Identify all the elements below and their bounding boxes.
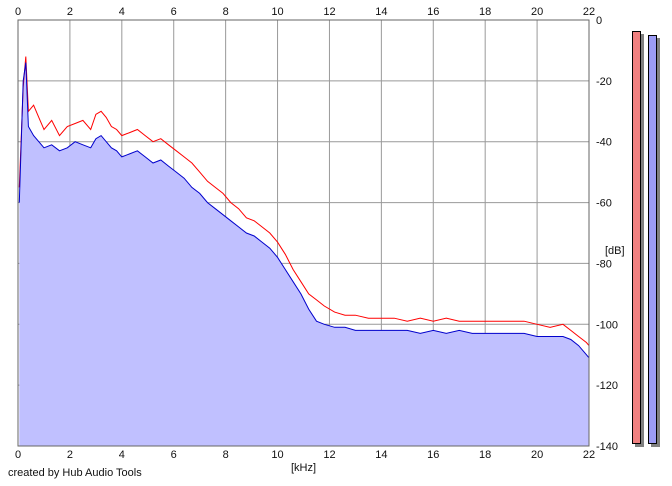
y-tick-label: -20	[596, 76, 612, 88]
x-tick-label-top: 10	[271, 6, 283, 18]
x-tick-label-bottom: 14	[375, 449, 387, 461]
x-tick-label-top: 14	[375, 6, 387, 18]
x-tick-label-bottom: 2	[67, 449, 73, 461]
y-axis-label: [dB]	[605, 245, 625, 257]
x-tick-label-top: 4	[119, 6, 125, 18]
spectrum-fill-area	[19, 62, 590, 446]
x-tick-label-top: 18	[479, 6, 491, 18]
x-tick-label-bottom: 22	[583, 449, 595, 461]
x-tick-label-top: 16	[427, 6, 439, 18]
x-tick-label-top: 0	[15, 6, 21, 18]
x-tick-label-bottom: 6	[171, 449, 177, 461]
spectrum-line-red	[18, 56, 590, 346]
x-tick-label-bottom: 4	[119, 449, 125, 461]
plot-border	[17, 19, 590, 447]
y-tick-label: -120	[596, 380, 618, 392]
x-tick-label-bottom: 20	[531, 449, 543, 461]
x-tick-label-top: 2	[67, 6, 73, 18]
right-level-meter	[648, 35, 657, 444]
y-tick-label: -80	[596, 258, 612, 270]
spectrum-line-blue	[18, 62, 590, 359]
x-tick-label-bottom: 0	[15, 449, 21, 461]
x-tick-label-bottom: 16	[427, 449, 439, 461]
x-tick-label-top: 8	[223, 6, 229, 18]
x-tick-label-bottom: 10	[271, 449, 283, 461]
x-tick-label-top: 12	[323, 6, 335, 18]
y-tick-label: -140	[596, 441, 618, 453]
y-axis-ticks: 0 -20 -40 -60 -80 -100 -120 -140	[596, 15, 618, 453]
x-tick-label-top: 20	[531, 6, 543, 18]
credit-text: created by Hub Audio Tools	[8, 467, 142, 479]
x-tick-label-top: 6	[171, 6, 177, 18]
x-tick-label-bottom: 12	[323, 449, 335, 461]
left-level-meter	[632, 31, 641, 444]
y-tick-label: -100	[596, 319, 618, 331]
x-tick-label-top: 22	[583, 6, 595, 18]
y-tick-label: 0	[596, 15, 602, 27]
x-tick-label-bottom: 18	[479, 449, 491, 461]
x-axis-label: [kHz]	[291, 462, 316, 474]
y-tick-label: -60	[596, 198, 612, 210]
y-tick-label: -40	[596, 137, 612, 149]
x-tick-label-bottom: 8	[223, 449, 229, 461]
